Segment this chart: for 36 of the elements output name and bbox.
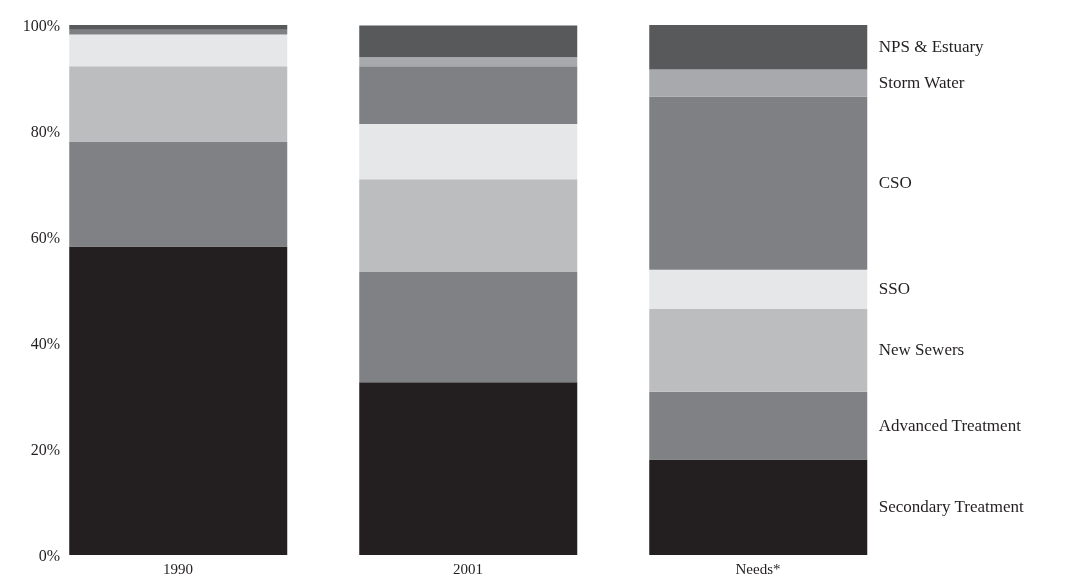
bar: [69, 34, 288, 67]
x-tick-label: 2001: [453, 560, 483, 577]
bar: [69, 29, 288, 35]
series-label: SSO: [878, 279, 910, 300]
bar: [649, 25, 868, 70]
x-tick-label: Needs*: [735, 560, 781, 577]
bar: [649, 69, 868, 97]
bar: [359, 66, 578, 125]
y-tick-label: 0%: [38, 546, 60, 564]
bar: [69, 25, 288, 30]
y-tick-label: 100%: [22, 16, 60, 34]
bar: [649, 391, 868, 460]
y-tick-label: 80%: [30, 122, 60, 140]
series-label: Advanced Treatment: [878, 415, 1021, 436]
bar: [359, 25, 578, 58]
bar: [69, 66, 288, 142]
x-tick-label: 1990: [163, 560, 193, 577]
bar: [649, 459, 868, 555]
y-tick-label: 20%: [30, 440, 60, 458]
bar: [649, 96, 868, 270]
series-label: New Sewers: [878, 340, 965, 361]
series-label: Secondary Treatment: [878, 497, 1024, 518]
bar: [359, 124, 578, 180]
series-label: CSO: [878, 173, 912, 194]
y-tick-label: 40%: [30, 334, 60, 352]
bar: [359, 382, 578, 555]
bar: [359, 57, 578, 67]
series-label: Storm Water: [878, 73, 965, 94]
y-tick-label: 60%: [30, 228, 60, 246]
bar: [359, 271, 578, 383]
bar: [649, 269, 868, 310]
bar: [649, 309, 868, 392]
bar: [359, 179, 578, 272]
bar: [69, 246, 288, 555]
bar: [69, 141, 288, 247]
series-label: NPS & Estuary: [878, 37, 984, 58]
